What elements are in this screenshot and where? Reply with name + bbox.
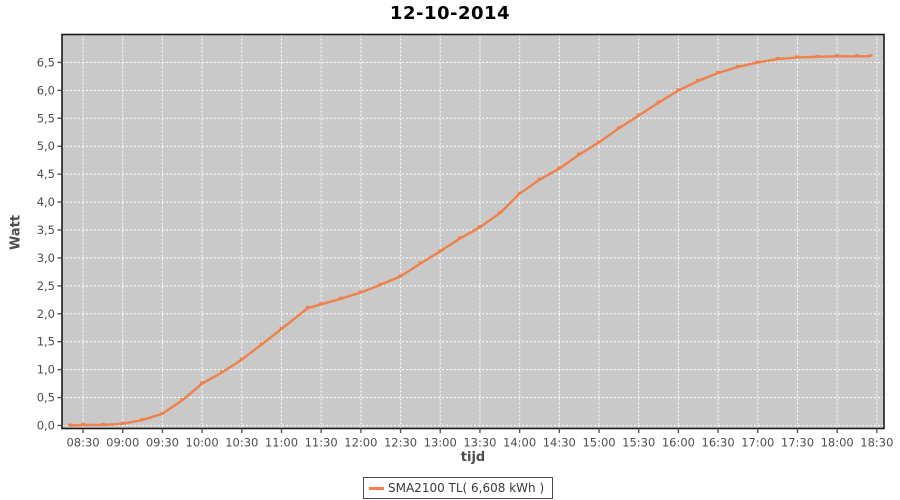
data-point-marker — [140, 417, 145, 421]
data-point-marker — [120, 421, 125, 425]
data-point-marker — [305, 306, 310, 309]
x-tick-label: 12:30 — [384, 436, 417, 450]
x-tick-label: 16:00 — [662, 436, 695, 450]
chart-title: 12-10-2014 — [389, 3, 511, 24]
data-point-marker — [755, 60, 760, 63]
legend-label: SMA2100 TL( 6,608 kWh ) — [388, 481, 545, 495]
data-point-marker — [67, 423, 72, 426]
data-point-marker — [219, 370, 224, 373]
data-point-marker — [855, 54, 860, 57]
y-tick-label: 4,0 — [37, 195, 55, 209]
series-line — [69, 55, 871, 427]
y-tick-label: 6,0 — [37, 83, 55, 97]
x-tick-label: 15:00 — [582, 436, 615, 450]
x-tick-label: 13:00 — [424, 436, 457, 450]
data-point-marker — [835, 54, 840, 57]
y-tick-label: 0,0 — [37, 418, 55, 432]
y-tick-label: 2,0 — [37, 307, 55, 321]
data-point-marker — [339, 296, 344, 300]
data-point-marker — [696, 78, 701, 82]
data-point-marker — [716, 71, 721, 74]
data-point-marker — [160, 411, 165, 415]
x-tick-label: 18:30 — [860, 436, 893, 450]
y-tick-label: 3,5 — [37, 223, 55, 237]
x-tick-label: 08:30 — [66, 436, 99, 450]
x-tick-label: 11:00 — [265, 436, 298, 450]
data-point-marker — [438, 249, 443, 252]
x-tick-label: 11:30 — [305, 436, 338, 450]
data-point-marker — [418, 261, 423, 264]
data-point-marker — [180, 398, 185, 401]
data-point-marker — [378, 282, 383, 286]
x-tick-label: 14:00 — [503, 436, 536, 450]
data-point-marker — [458, 236, 463, 239]
data-point-marker — [358, 290, 363, 293]
data-point-marker — [497, 211, 502, 214]
data-point-marker — [239, 357, 244, 360]
y-tick-label: 5,5 — [37, 111, 55, 125]
x-tick-label: 17:30 — [781, 436, 814, 450]
x-tick-label: 09:30 — [146, 436, 179, 450]
y-tick-label: 4,5 — [37, 167, 55, 181]
data-point-marker — [597, 140, 602, 143]
plot-border — [61, 33, 885, 430]
x-tick-label: 10:30 — [225, 436, 258, 450]
x-tick-label: 18:00 — [821, 436, 854, 450]
y-axis-label: Watt — [8, 214, 24, 251]
x-tick-label: 12:00 — [344, 436, 377, 450]
data-point-marker — [100, 422, 105, 426]
y-tick-label: 3,0 — [37, 251, 55, 265]
data-point-marker — [537, 177, 542, 181]
data-point-marker — [477, 225, 482, 228]
x-tick-label: 17:00 — [741, 436, 774, 450]
data-point-marker — [636, 113, 641, 116]
x-tick-label: 14:30 — [543, 436, 576, 450]
y-tick-label: 5,0 — [37, 139, 55, 153]
y-tick-label: 6,5 — [37, 55, 55, 69]
data-point-marker — [319, 302, 324, 305]
x-axis-label: tijd — [460, 450, 486, 465]
data-point-marker — [656, 100, 661, 104]
y-tick-label: 1,5 — [37, 335, 55, 349]
x-tick-label: 16:30 — [702, 436, 735, 450]
x-tick-label: 09:00 — [106, 436, 139, 450]
data-point-marker — [616, 126, 621, 129]
data-point-marker — [815, 54, 820, 58]
legend: SMA2100 TL( 6,608 kWh ) — [363, 477, 554, 499]
data-point-marker — [557, 166, 562, 169]
y-tick-label: 0,5 — [37, 391, 55, 405]
data-point-marker — [200, 381, 205, 384]
x-tick-label: 10:00 — [186, 436, 219, 450]
data-point-marker — [279, 326, 284, 330]
y-tick-label: 2,5 — [37, 279, 55, 293]
x-tick-label: 15:30 — [622, 436, 655, 450]
x-tick-label: 13:30 — [463, 436, 496, 450]
data-point-marker — [577, 152, 582, 155]
data-point-marker — [795, 55, 800, 58]
data-point-marker — [398, 274, 403, 277]
data-point-marker — [868, 54, 873, 57]
data-point-marker — [775, 57, 780, 60]
data-point-marker — [517, 191, 522, 195]
data-point-marker — [259, 342, 264, 345]
legend-line-swatch — [369, 486, 384, 490]
y-tick-label: 1,0 — [37, 363, 55, 377]
data-point-marker — [676, 88, 681, 91]
data-point-marker — [81, 422, 86, 426]
data-point-marker — [735, 64, 740, 68]
